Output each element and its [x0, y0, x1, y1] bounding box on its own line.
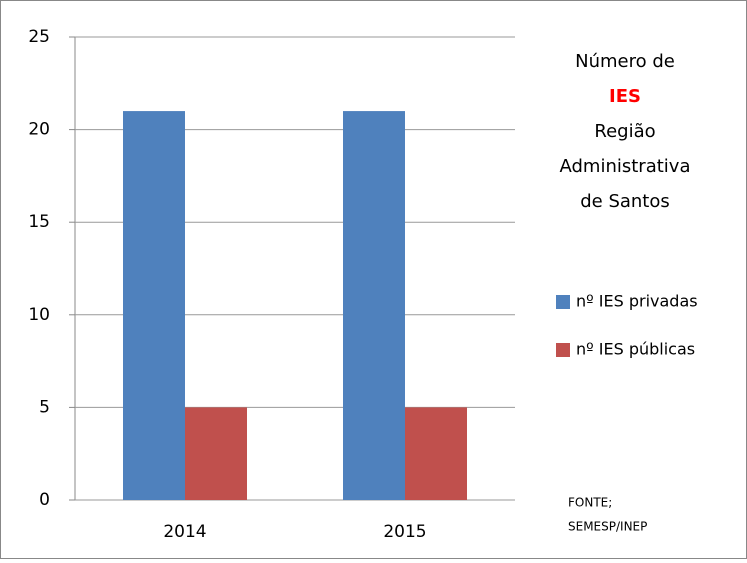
y-tick-label: 5 — [39, 397, 50, 417]
y-tick-label: 10 — [28, 305, 50, 325]
x-tick-label: 2015 — [383, 522, 426, 542]
legend-swatch — [556, 343, 570, 357]
legend-swatch — [556, 295, 570, 309]
chart-title-line: Região — [594, 121, 655, 142]
source-note: SEMESP/INEP — [568, 520, 647, 534]
legend-label: nº IES públicas — [576, 340, 695, 359]
y-tick-label: 25 — [28, 27, 50, 47]
source-note: FONTE; — [568, 496, 612, 510]
bar — [185, 407, 247, 500]
chart-title-line: Número de — [575, 51, 675, 72]
x-tick-label: 2014 — [163, 522, 206, 542]
bar — [123, 111, 185, 500]
chart-title-line: Administrativa — [560, 156, 691, 177]
legend-label: nº IES privadas — [576, 292, 698, 311]
chart-title-line: de Santos — [580, 191, 670, 212]
bar — [343, 111, 405, 500]
chart-title-line: IES — [609, 86, 641, 107]
y-tick-label: 15 — [28, 212, 50, 232]
y-tick-label: 0 — [39, 490, 50, 510]
bar — [405, 407, 467, 500]
y-tick-label: 20 — [28, 120, 50, 140]
